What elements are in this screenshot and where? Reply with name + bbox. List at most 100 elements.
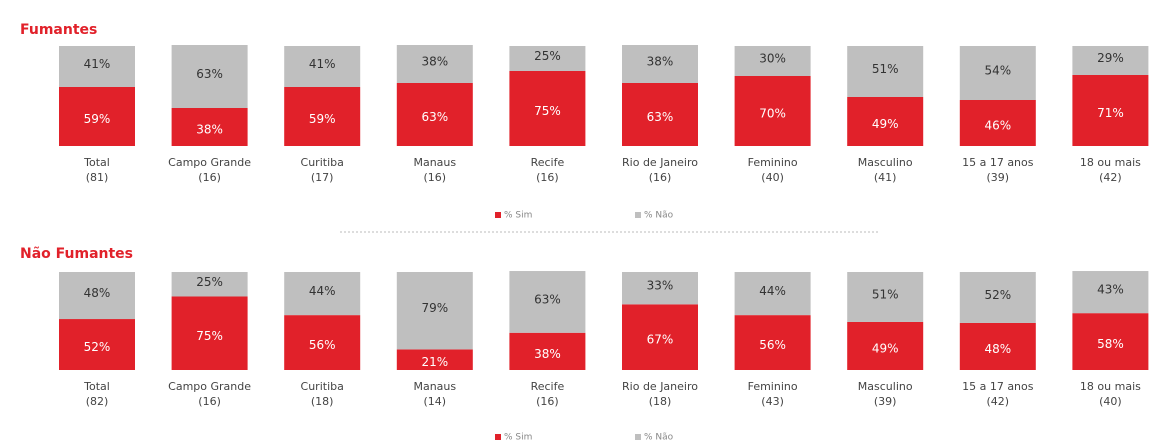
value-label: 33% [647, 279, 674, 293]
bar-segment [959, 272, 1036, 323]
value-label: 38% [534, 347, 561, 361]
value-label: 38% [196, 123, 223, 137]
value-label: 59% [309, 112, 336, 126]
value-label: 75% [196, 329, 223, 343]
value-label: 46% [984, 119, 1011, 133]
value-label: 52% [984, 288, 1011, 302]
x-tick-label: (14) [424, 395, 447, 408]
legend-swatch [635, 434, 641, 440]
x-tick-label: (17) [311, 171, 334, 184]
chart-title: Não Fumantes [20, 246, 133, 262]
value-label: 71% [1097, 106, 1124, 120]
value-label: 51% [872, 62, 899, 76]
x-tick-label: (39) [987, 171, 1010, 184]
bar-segment [59, 46, 135, 87]
x-tick-label: Manaus [413, 156, 456, 169]
bar-segment [171, 45, 248, 108]
x-tick-label: Total [83, 156, 110, 169]
legend-label: % Sim [504, 433, 532, 443]
chart-title: Fumantes [20, 22, 97, 38]
bar-segment [622, 272, 698, 305]
x-tick-label: (16) [198, 171, 221, 184]
x-tick-label: (82) [86, 395, 109, 408]
x-tick-label: (40) [1099, 395, 1122, 408]
x-tick-label: (81) [86, 171, 109, 184]
bar-segment [734, 315, 811, 370]
value-label: 48% [984, 342, 1011, 356]
x-tick-label: (18) [649, 395, 672, 408]
value-label: 41% [309, 57, 336, 71]
x-tick-label: Feminino [748, 380, 798, 393]
x-tick-label: (39) [874, 395, 897, 408]
legend-swatch [635, 212, 641, 218]
legend-label: % Sim [504, 211, 532, 221]
bar-segment [1072, 46, 1149, 75]
value-label: 59% [84, 112, 111, 126]
value-label: 75% [534, 104, 561, 118]
x-tick-label: Recife [531, 380, 565, 393]
x-tick-label: (41) [874, 171, 897, 184]
bar-segment [59, 272, 135, 320]
value-label: 63% [534, 292, 561, 306]
bar-segment [171, 272, 248, 297]
value-label: 41% [84, 57, 111, 71]
value-label: 38% [421, 55, 448, 69]
bar-segment [509, 46, 586, 71]
bar-segment [959, 100, 1036, 146]
bar-segment [1072, 313, 1149, 370]
x-tick-label: Masculino [858, 156, 913, 169]
x-tick-label: Rio de Janeiro [622, 156, 698, 169]
value-label: 25% [534, 49, 561, 63]
value-label: 63% [196, 67, 223, 81]
bar-segment [509, 332, 586, 370]
x-tick-label: (43) [761, 395, 784, 408]
bar-segment [396, 272, 473, 350]
x-tick-label: (18) [311, 395, 334, 408]
x-tick-label: (16) [536, 395, 559, 408]
bar-segment [59, 319, 135, 370]
bar-segment [1072, 271, 1149, 314]
value-label: 70% [759, 107, 786, 121]
x-tick-label: (40) [761, 171, 784, 184]
value-label: 25% [196, 275, 223, 289]
bar-segment [284, 46, 361, 87]
bar-segment [509, 71, 586, 146]
value-label: 79% [421, 301, 448, 315]
value-label: 48% [84, 286, 111, 300]
bar-segment [396, 45, 473, 83]
x-tick-label: (16) [649, 171, 672, 184]
x-tick-label: 18 ou mais [1080, 380, 1141, 393]
x-tick-label: Recife [531, 156, 565, 169]
value-label: 54% [984, 64, 1011, 78]
bar-segment [734, 76, 811, 146]
legend-label: % Não [644, 433, 674, 443]
x-tick-label: (16) [536, 171, 559, 184]
bar-segment [171, 296, 248, 370]
bar-segment [622, 304, 698, 370]
value-label: 63% [647, 110, 674, 124]
x-tick-label: Total [83, 380, 110, 393]
value-label: 49% [872, 117, 899, 131]
value-label: 51% [872, 287, 899, 301]
bar-segment [622, 83, 698, 146]
x-tick-label: Campo Grande [168, 156, 251, 169]
x-tick-label: 15 a 17 anos [962, 156, 1034, 169]
x-tick-label: (42) [1099, 171, 1122, 184]
bar-segment [959, 322, 1036, 370]
bar-segment [1072, 75, 1149, 146]
x-tick-label: (42) [987, 395, 1010, 408]
value-label: 63% [421, 110, 448, 124]
x-tick-label: Manaus [413, 380, 456, 393]
x-tick-label: 18 ou mais [1080, 156, 1141, 169]
legend-label: % Não [644, 211, 674, 221]
bar-segment [396, 83, 473, 146]
bar-segment [622, 45, 698, 83]
x-tick-label: Rio de Janeiro [622, 380, 698, 393]
bar-segment [959, 46, 1036, 100]
bar-segment [284, 87, 361, 146]
value-label: 49% [872, 341, 899, 355]
bar-segment [734, 46, 811, 76]
value-label: 21% [421, 355, 448, 369]
legend-swatch [495, 212, 501, 218]
